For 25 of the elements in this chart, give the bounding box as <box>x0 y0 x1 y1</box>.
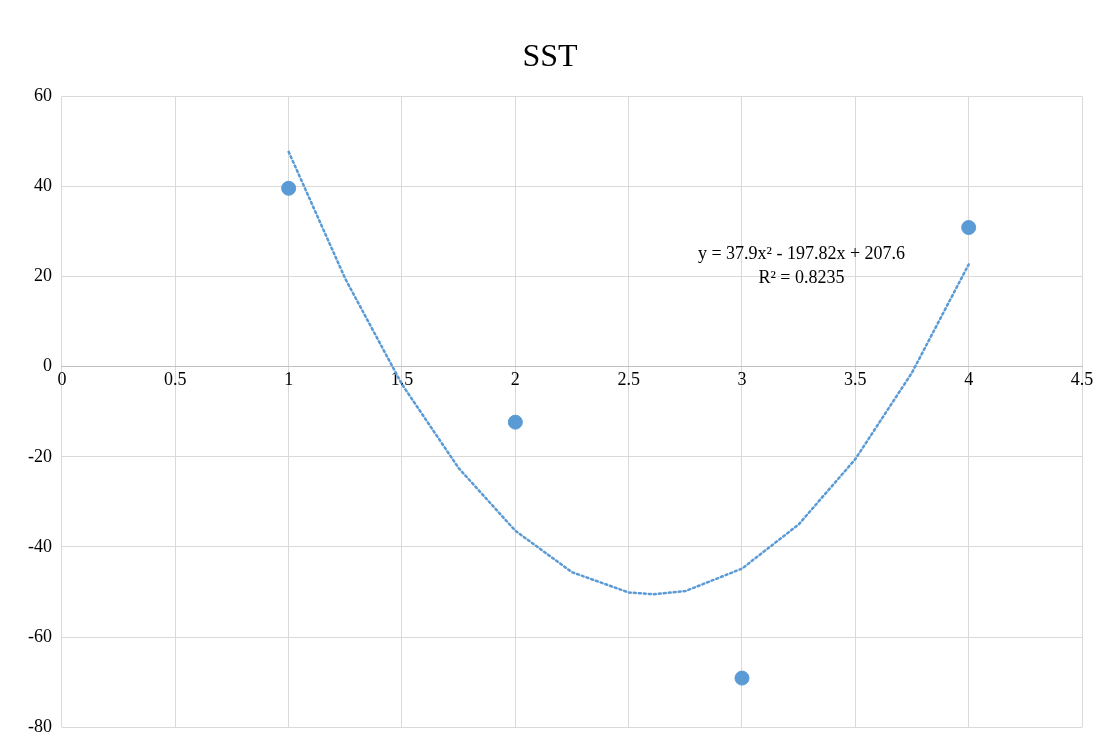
chart-title: SST <box>522 36 579 73</box>
y-tick-label: -80 <box>27 715 52 736</box>
point <box>281 180 297 196</box>
x-tick-label: 0.5 <box>164 369 187 390</box>
y-tick-label: -20 <box>27 445 52 466</box>
y-tick-label: 0 <box>42 355 52 376</box>
x-tick-label: 4.5 <box>1070 369 1094 390</box>
x-tick-label: 1.5 <box>390 369 414 390</box>
x-tick-label: 0 <box>57 369 67 390</box>
y-tick-label: -60 <box>27 625 52 646</box>
x-tick-label: 2 <box>510 369 520 390</box>
x-tick-label: 1 <box>284 369 294 390</box>
y-tick-label: 60 <box>33 85 52 106</box>
x-tick-label: 2.5 <box>617 369 640 390</box>
x-tick-label: 3.5 <box>844 369 867 390</box>
x-tick-label: 3 <box>737 369 747 390</box>
point <box>734 670 750 686</box>
x-tick-label: 4 <box>964 369 974 390</box>
annotation: y = 37.9x² - 197.82x + 207.6 <box>697 243 906 264</box>
y-tick-label: 40 <box>33 175 52 196</box>
y-tick-label: -40 <box>27 535 52 556</box>
point <box>961 220 977 236</box>
annotation: R² = 0.8235 <box>758 267 845 288</box>
y-tick-label: 20 <box>33 265 52 286</box>
point <box>507 414 523 430</box>
